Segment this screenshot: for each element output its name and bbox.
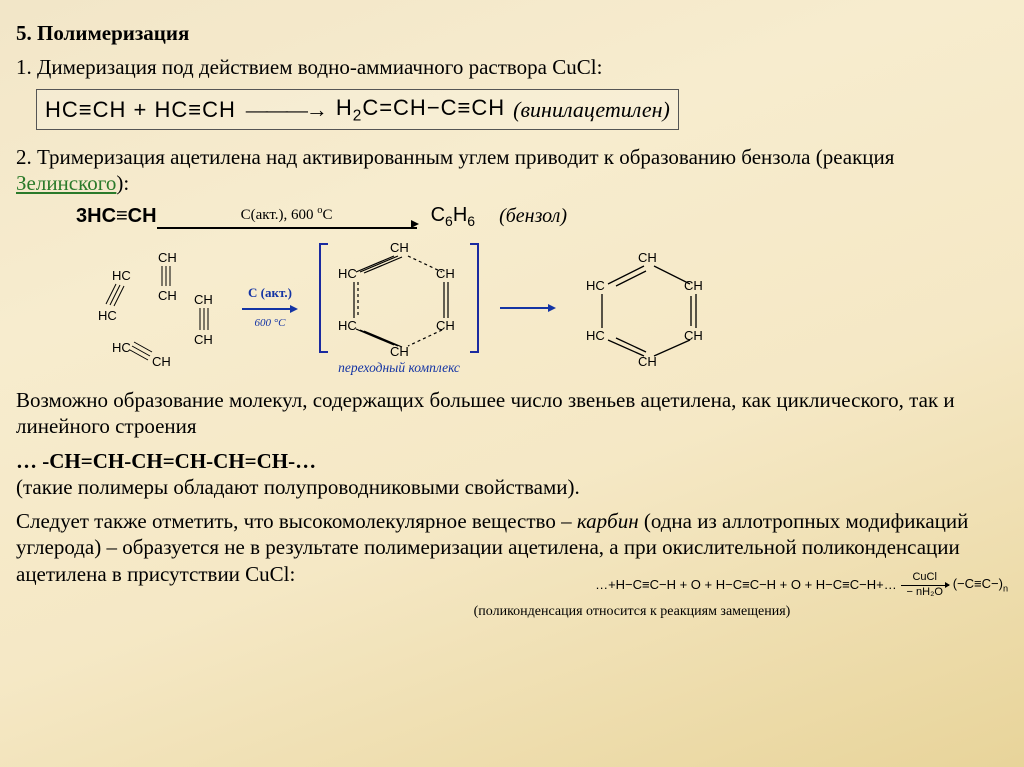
polymer-chain: … -CH=CH-CH=CH-CH=CH-… (16, 448, 1008, 474)
benzene-mechanism-diagram: CH CH HC HC CH CH HC CH С (акт.) 600 °C … (96, 238, 1008, 377)
benzene-product: CH HCCH HCCH CH (572, 248, 722, 368)
equation-trimerization: 3HC≡CH C(акт.), 600 oC C6H6 (бензол) (76, 203, 1008, 231)
acetylene-fragments: CH CH HC HC CH CH HC CH (96, 248, 226, 368)
eq3-conditions: CuCl − nH₂O (901, 571, 949, 600)
complex-caption: переходный комплекс (319, 360, 479, 377)
item-2-text: 2. Тримеризация ацетилена над активирова… (16, 144, 1008, 197)
eq1-rhs: H2C=CH−C≡CH (336, 94, 505, 126)
svg-text:HC: HC (98, 308, 117, 323)
eq2-lhs: 3HC≡CH (76, 204, 157, 229)
svg-text:CH: CH (194, 292, 213, 307)
bottom-caption: (поликонденсация относится к реакциям за… (256, 603, 1008, 621)
equation-dimerization: HC≡CH + HC≡CH ———→ H2C=CH−C≡CH (винилаце… (36, 89, 679, 131)
zelinsky-link[interactable]: Зелинского (16, 171, 116, 195)
svg-text:HC: HC (338, 266, 357, 281)
eq2-product-name: (бензол) (499, 204, 567, 229)
svg-text:HC: HC (112, 268, 131, 283)
svg-text:CH: CH (638, 250, 657, 265)
svg-text:CH: CH (152, 354, 171, 368)
eq3-lhs: …+H−C≡C−H + O + H−C≡C−H + O + H−C≡C−H+… (595, 577, 897, 593)
svg-text:CH: CH (436, 266, 455, 281)
svg-text:CH: CH (638, 354, 657, 368)
eq3-rhs: (−C≡C−)n (953, 576, 1008, 595)
svg-text:HC: HC (586, 328, 605, 343)
eq2-arrow: C(акт.), 600 oC (157, 204, 417, 229)
svg-text:CH: CH (390, 240, 409, 255)
svg-text:HC: HC (586, 278, 605, 293)
eq1-arrow: ———→ (246, 96, 326, 124)
svg-text:CH: CH (436, 318, 455, 333)
eq2-rhs: C6H6 (431, 203, 476, 231)
section-heading: 5. Полимеризация (16, 20, 1008, 46)
item-1-text: 1. Димеризация под действием водно-аммиа… (16, 54, 1008, 80)
svg-text:CH: CH (158, 288, 177, 303)
eq1-product-name: (винилацетилен) (513, 96, 670, 124)
paragraph-semiconductor: (такие полимеры обладают полупроводников… (16, 474, 1008, 500)
paragraph-linear: Возможно образование молекул, содержащих… (16, 387, 1008, 440)
mechanism-arrow-1: С (акт.) 600 °C (242, 285, 298, 331)
equation-polycondensation: …+H−C≡C−H + O + H−C≡C−H + O + H−C≡C−H+… … (595, 571, 1008, 600)
svg-text:CH: CH (684, 278, 703, 293)
transition-complex: CH HCCH HCCH CH переходный ко (314, 238, 484, 377)
svg-text:HC: HC (338, 318, 357, 333)
svg-text:HC: HC (112, 340, 131, 355)
eq1-lhs: HC≡CH + HC≡CH (45, 96, 236, 124)
svg-text:CH: CH (194, 332, 213, 347)
mechanism-arrow-2 (500, 302, 556, 314)
svg-text:CH: CH (158, 250, 177, 265)
